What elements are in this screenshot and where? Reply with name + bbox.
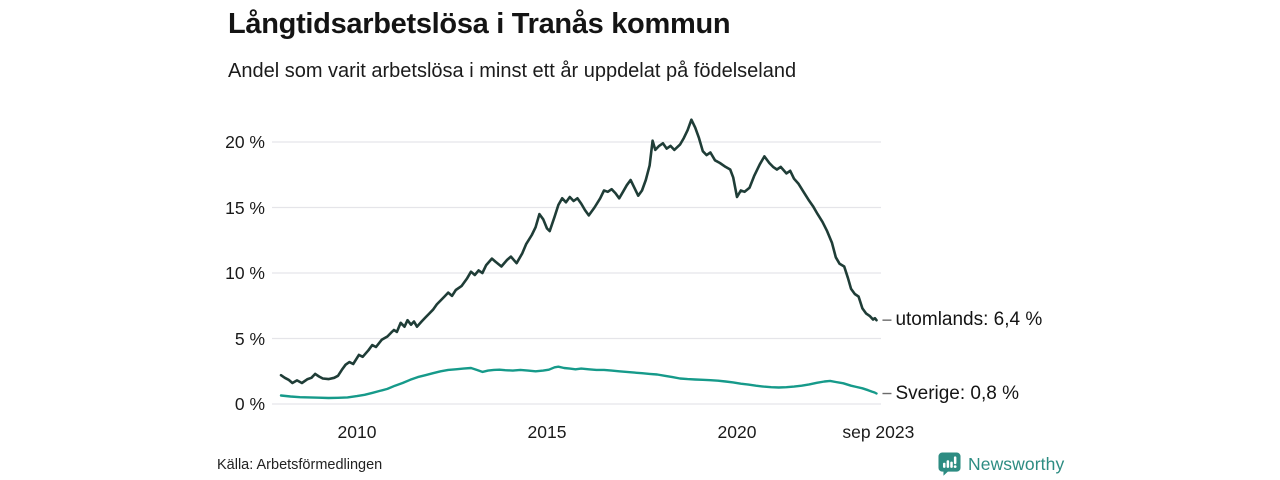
- newsworthy-wordmark: Newsworthy: [968, 453, 1065, 474]
- series-line-Sverige: [279, 365, 878, 400]
- newsworthy-logo[interactable]: Newsworthy: [938, 452, 1064, 476]
- newsworthy-logo-icon: [938, 452, 961, 476]
- page-title: Långtidsarbetslösa i Tranås kommun: [228, 8, 731, 40]
- x-axis-tick: 2010: [337, 422, 377, 442]
- x-axis-tick: sep 2023: [842, 422, 915, 442]
- y-axis-tick: 10 %: [225, 263, 265, 283]
- x-axis-tick: 2015: [527, 422, 567, 442]
- y-axis-tick: 15 %: [225, 197, 265, 218]
- series-line-utomlands: [279, 118, 878, 385]
- source-note: Källa: Arbetsförmedlingen: [217, 457, 383, 473]
- series-end-label-utomlands: utomlands: 6,4 %: [895, 309, 1043, 331]
- y-axis-tick: 20 %: [225, 132, 265, 152]
- y-axis-tick: 5 %: [234, 328, 265, 349]
- x-axis-tick: 2020: [717, 422, 757, 442]
- y-axis-tick: 0 %: [234, 394, 265, 414]
- series-end-label-Sverige: Sverige: 0,8 %: [895, 382, 1020, 404]
- chart-subtitle: Andel som varit arbetslösa i minst ett å…: [228, 60, 797, 82]
